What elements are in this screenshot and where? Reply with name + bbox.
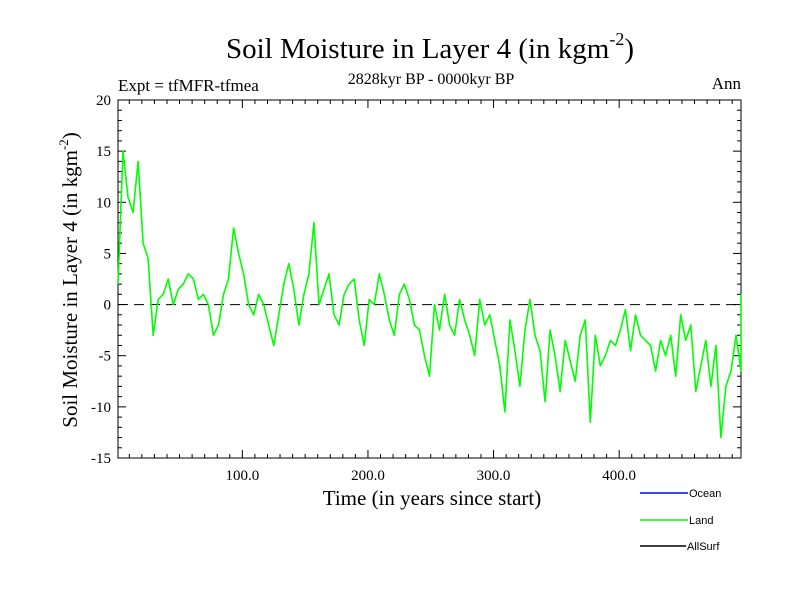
y-tick-label: 0 — [104, 298, 112, 314]
y-axis-label-main: Soil Moisture in Layer 4 (in kgm — [58, 150, 82, 428]
x-tick-label: 200.0 — [351, 468, 385, 484]
plot-frame — [117, 99, 742, 459]
legend: Ocean Land AllSurf — [640, 488, 721, 553]
y-axis-label-close: ) — [58, 132, 82, 139]
legend-label-land: Land — [689, 515, 713, 527]
y-tick-label: 10 — [96, 195, 111, 211]
y-tick-label: 5 — [104, 246, 112, 262]
y-tick-label: -10 — [91, 400, 111, 416]
minor-ticks — [118, 100, 741, 458]
season-label: Ann — [712, 74, 742, 93]
y-tick-label: -5 — [99, 349, 112, 365]
y-axis-label: Soil Moisture in Layer 4 (in kgm-2) — [56, 132, 82, 427]
major-ticks — [118, 99, 741, 459]
x-tick-label: 100.0 — [225, 468, 259, 484]
x-axis-label: Time (in years since start) — [323, 486, 542, 510]
y-tick-label: 20 — [96, 93, 111, 109]
y-tick-label: -15 — [91, 451, 111, 467]
legend-label-ocean: Ocean — [689, 488, 721, 500]
period-label: 2828kyr BP - 0000kyr BP — [348, 71, 515, 88]
y-tick-label: 15 — [96, 144, 111, 160]
title-close: ) — [624, 33, 634, 65]
chart-title: Soil Moisture in Layer 4 (in kgm-2) — [226, 29, 634, 65]
title-main: Soil Moisture in Layer 4 (in kgm — [226, 33, 610, 65]
land-series-line — [117, 150, 742, 439]
y-axis-label-exponent: -2 — [56, 139, 71, 150]
title-exponent: -2 — [609, 29, 624, 49]
expt-label: Expt = tfMFR-tfmea — [118, 76, 259, 95]
x-tick-labels: 100.0 200.0 300.0 400.0 — [225, 468, 636, 484]
legend-label-allsurf: AllSurf — [687, 541, 720, 553]
x-tick-label: 300.0 — [477, 468, 511, 484]
x-tick-label: 400.0 — [602, 468, 636, 484]
y-tick-labels: -15 -10 -5 0 5 10 15 20 — [91, 93, 111, 467]
